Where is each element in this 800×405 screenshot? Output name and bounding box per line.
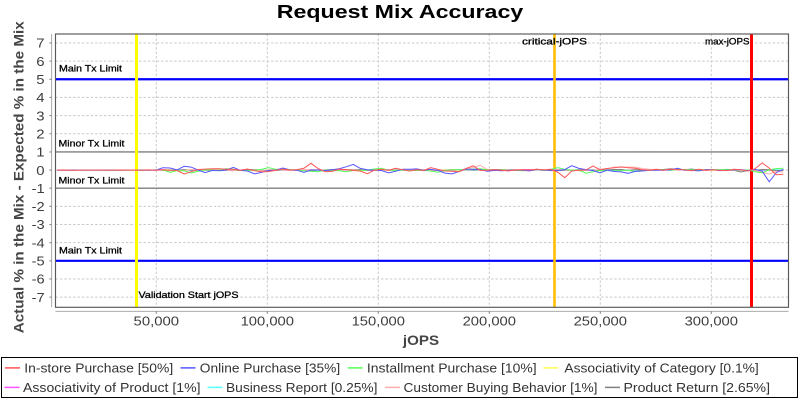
- svg-text:-4: -4: [32, 235, 45, 250]
- svg-text:Installment Purchase [10%]: Installment Purchase [10%]: [367, 360, 537, 375]
- svg-text:Customer Buying Behavior [1%]: Customer Buying Behavior [1%]: [404, 380, 598, 395]
- svg-text:Main Tx Limit: Main Tx Limit: [59, 64, 123, 74]
- svg-text:Online Purchase [35%]: Online Purchase [35%]: [200, 360, 340, 375]
- svg-text:3: 3: [36, 108, 44, 123]
- svg-text:-3: -3: [32, 217, 45, 232]
- svg-text:200,000: 200,000: [463, 313, 516, 328]
- svg-text:-1: -1: [32, 181, 45, 196]
- svg-text:6: 6: [36, 54, 44, 69]
- svg-text:100,000: 100,000: [241, 313, 294, 328]
- svg-text:7: 7: [36, 36, 44, 51]
- svg-text:-6: -6: [32, 272, 45, 287]
- svg-text:Associativity of Category [0.1: Associativity of Category [0.1%]: [564, 360, 758, 375]
- svg-text:-2: -2: [32, 199, 45, 214]
- svg-text:1: 1: [36, 145, 44, 160]
- svg-text:Minor Tx Limit: Minor Tx Limit: [59, 139, 125, 149]
- svg-text:4: 4: [36, 90, 44, 105]
- svg-text:max-jOPS: max-jOPS: [705, 37, 750, 47]
- svg-text:jOPS: jOPS: [402, 332, 439, 348]
- svg-text:50,000: 50,000: [134, 313, 180, 328]
- svg-text:critical-jOPS: critical-jOPS: [522, 37, 587, 47]
- svg-text:In-store Purchase [50%]: In-store Purchase [50%]: [24, 360, 173, 375]
- svg-text:5: 5: [36, 72, 44, 87]
- svg-text:Main Tx Limit: Main Tx Limit: [59, 245, 123, 255]
- svg-text:Request Mix Accuracy: Request Mix Accuracy: [277, 2, 524, 22]
- svg-text:Product Return [2.65%]: Product Return [2.65%]: [624, 380, 771, 395]
- svg-text:Validation Start jOPS: Validation Start jOPS: [139, 290, 239, 300]
- svg-text:2: 2: [36, 126, 44, 141]
- svg-text:-5: -5: [32, 254, 45, 269]
- svg-text:0: 0: [36, 163, 44, 178]
- svg-text:250,000: 250,000: [574, 313, 627, 328]
- svg-text:-7: -7: [32, 290, 45, 305]
- svg-text:150,000: 150,000: [352, 313, 405, 328]
- svg-text:Business Report [0.25%]: Business Report [0.25%]: [226, 380, 378, 395]
- svg-text:Associativity of Product [1%]: Associativity of Product [1%]: [23, 380, 201, 395]
- svg-text:300,000: 300,000: [685, 313, 738, 328]
- svg-text:Minor Tx Limit: Minor Tx Limit: [59, 176, 125, 186]
- svg-text:Actual % in the Mix - Expected: Actual % in the Mix - Expected % in the …: [10, 21, 26, 333]
